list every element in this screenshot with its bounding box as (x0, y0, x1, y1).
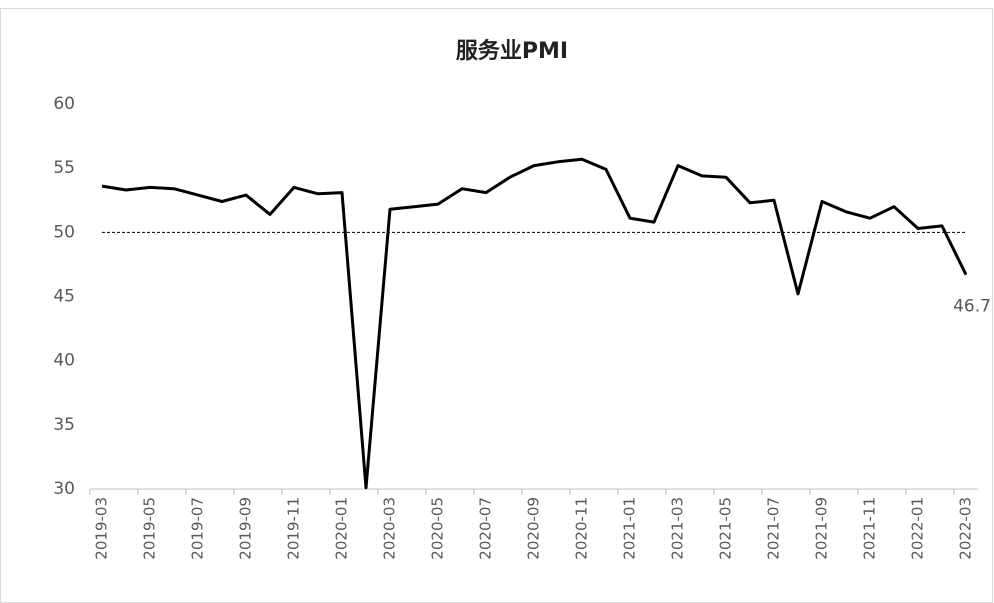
x-tick-label: 2019-05 (141, 497, 159, 560)
x-tick-label: 2022-01 (909, 497, 927, 560)
x-tick-label: 2020-03 (381, 497, 399, 560)
x-tick-label: 2020-01 (333, 497, 351, 560)
x-tick-label: 2021-01 (621, 497, 639, 560)
x-tick-label: 2021-07 (765, 497, 783, 560)
x-tick-label: 2022-03 (957, 497, 975, 560)
data-label: 46.7 (953, 297, 991, 317)
y-tick-label: 60 (53, 94, 75, 114)
x-tick-label: 2020-11 (573, 497, 591, 560)
y-tick-label: 55 (53, 158, 75, 178)
x-tick-label: 2019-07 (189, 497, 207, 560)
y-tick-label: 50 (53, 222, 75, 242)
x-tick-label: 2019-09 (237, 497, 255, 560)
chart-title: 服务业PMI (456, 39, 568, 64)
series-line (101, 157, 968, 490)
x-tick-label: 2020-09 (525, 497, 543, 560)
x-tick-label: 2020-05 (429, 497, 447, 560)
y-tick-label: 40 (53, 351, 75, 371)
x-tick-label: 2019-03 (93, 497, 111, 560)
y-tick-label: 45 (53, 287, 75, 307)
y-tick-label: 35 (53, 415, 75, 435)
x-tick-label: 2021-11 (861, 497, 879, 560)
x-tick-label: 2021-05 (717, 497, 735, 560)
y-tick-label: 30 (53, 479, 75, 499)
x-tick-label: 2021-03 (669, 497, 687, 560)
x-tick-label: 2021-09 (813, 497, 831, 560)
x-tick-label: 2019-11 (285, 497, 303, 560)
x-tick-label: 2020-07 (477, 497, 495, 560)
